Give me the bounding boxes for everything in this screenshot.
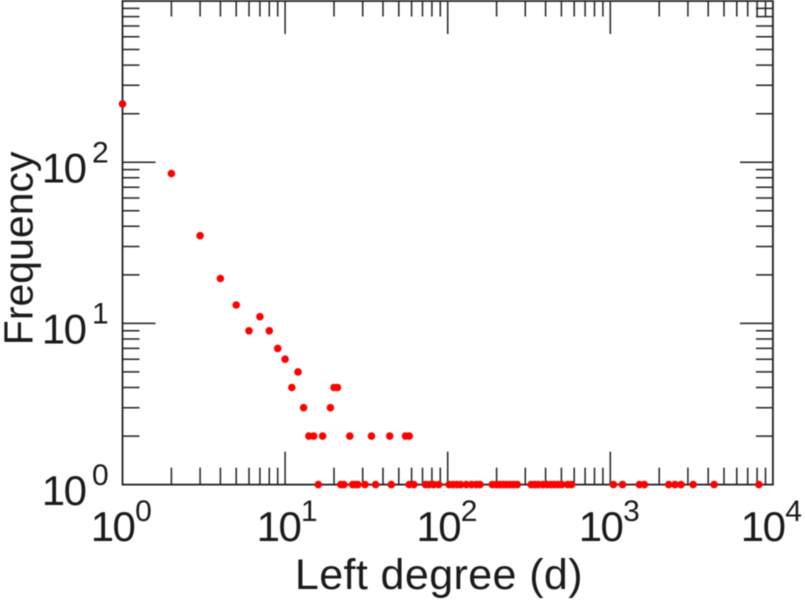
svg-text:4: 4 [785, 495, 802, 528]
svg-text:10: 10 [416, 503, 460, 550]
svg-text:Frequency: Frequency [0, 151, 42, 345]
svg-text:10: 10 [257, 503, 301, 550]
svg-text:10: 10 [42, 467, 86, 514]
svg-text:1: 1 [92, 298, 109, 331]
svg-text:10: 10 [741, 503, 785, 550]
svg-text:2: 2 [92, 137, 109, 170]
svg-text:0: 0 [135, 495, 152, 528]
svg-text:10: 10 [579, 503, 623, 550]
svg-text:Left degree (d): Left degree (d) [295, 551, 583, 599]
svg-text:10: 10 [91, 503, 135, 550]
svg-text:0: 0 [92, 459, 109, 492]
svg-text:2: 2 [461, 495, 478, 528]
svg-text:3: 3 [623, 495, 640, 528]
svg-text:1: 1 [301, 495, 318, 528]
svg-text:10: 10 [42, 306, 86, 353]
svg-text:10: 10 [42, 145, 86, 192]
